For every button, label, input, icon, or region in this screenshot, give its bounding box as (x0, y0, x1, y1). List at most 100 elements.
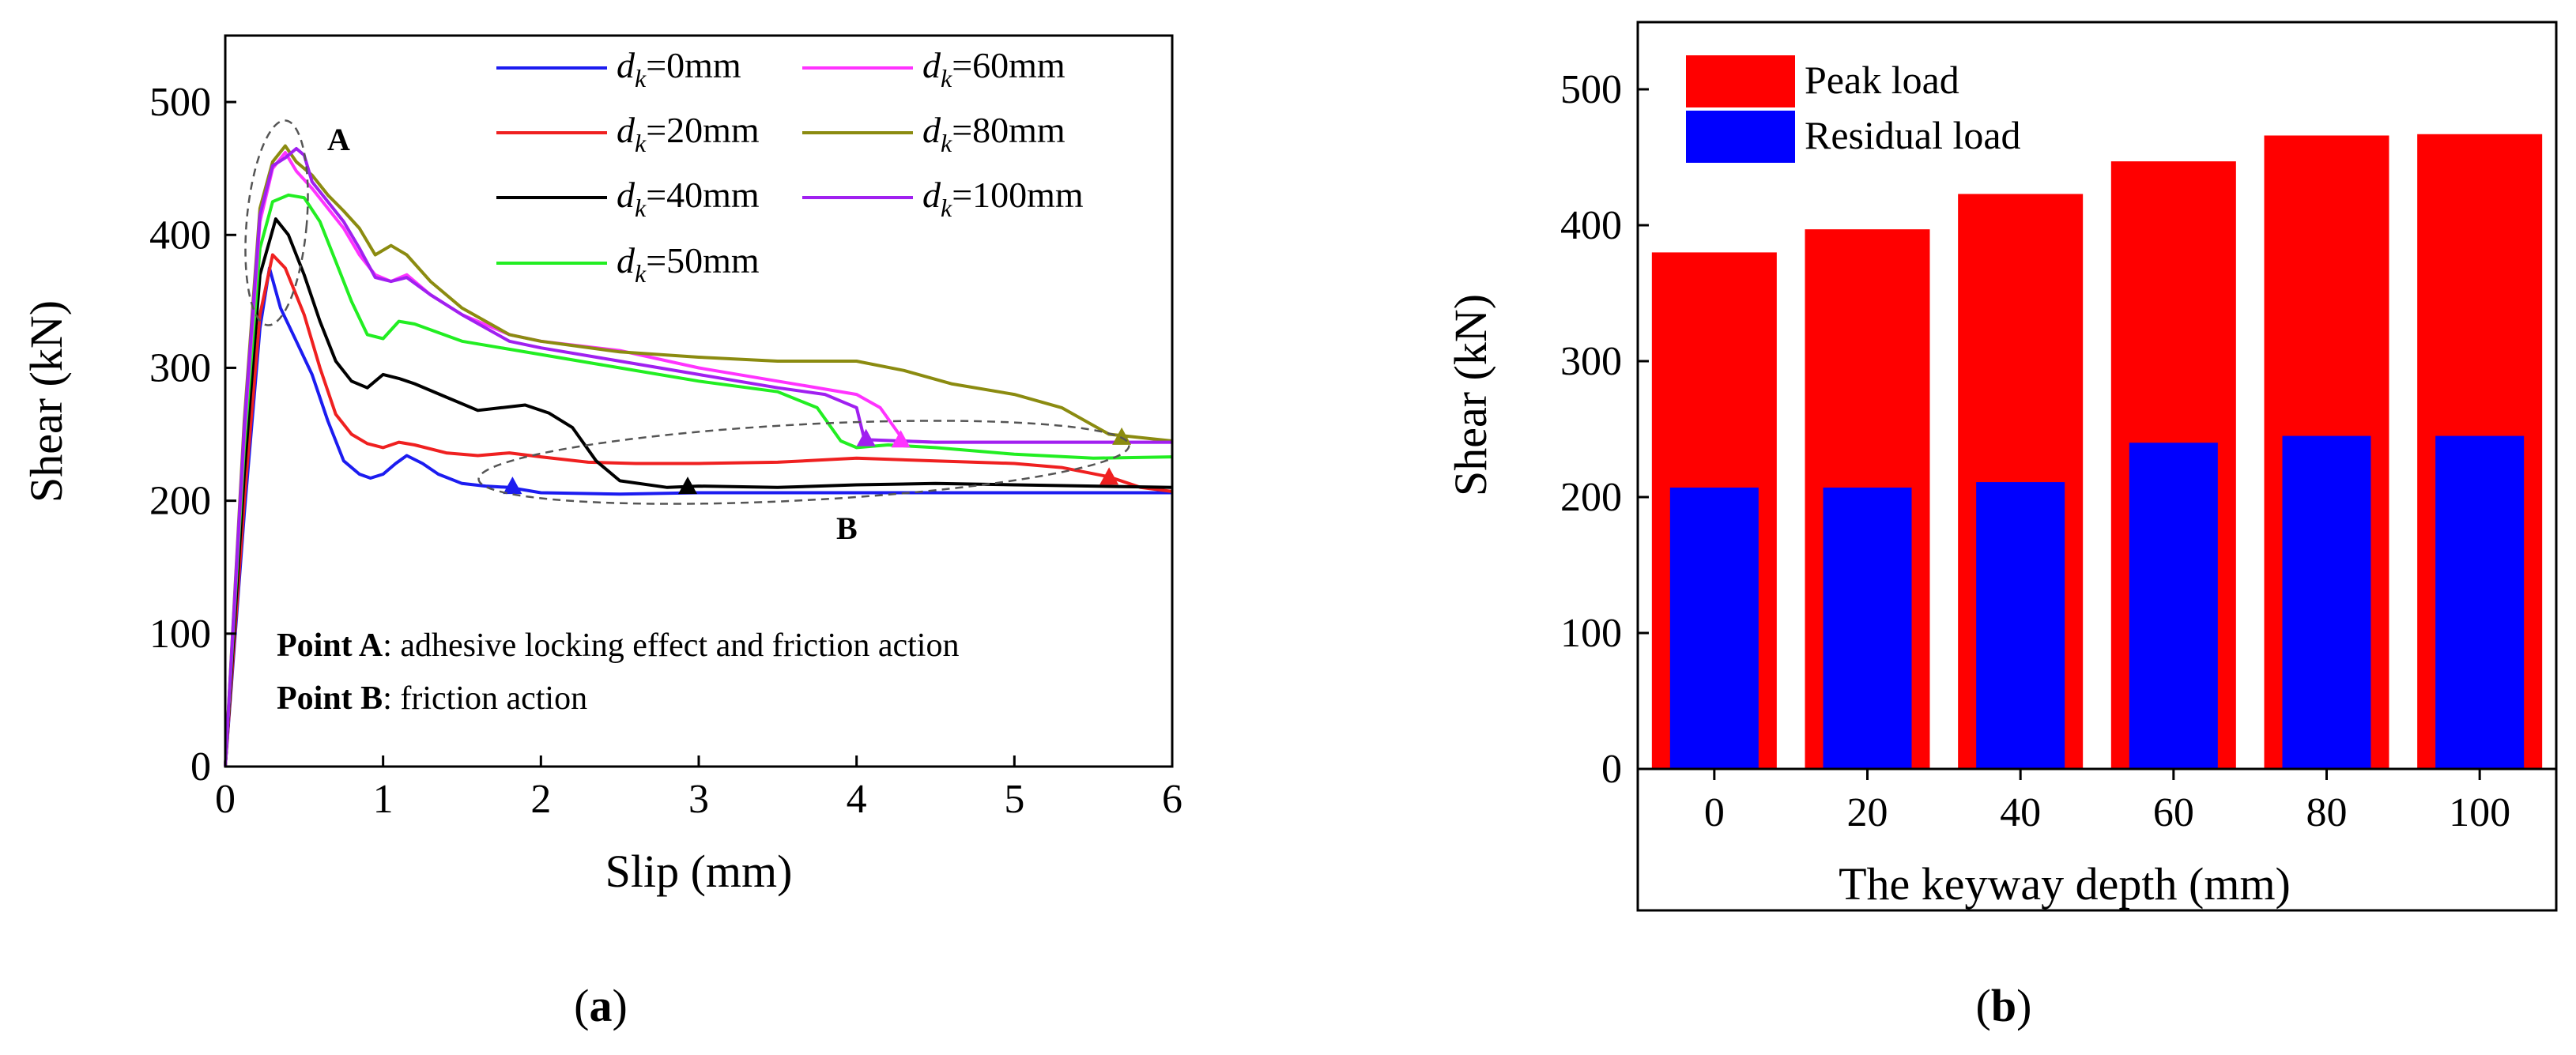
y-tick-label: 300 (149, 345, 211, 390)
y-tick-label: 0 (190, 744, 211, 789)
legend-swatch-peak (1686, 55, 1795, 107)
point-a-label: A (327, 122, 350, 157)
legend-subscript: k (635, 129, 647, 157)
legend-label-d80: dk=80mm (922, 110, 1065, 157)
point-a-ellipse (244, 119, 309, 326)
curve-d40 (224, 217, 1173, 767)
legend-value: =20mm (646, 110, 760, 150)
x-axis-title: The keyway depth (mm) (1839, 858, 2291, 910)
y-axis-title: Shear (kN) (1445, 294, 1496, 496)
legend-symbol: d (922, 45, 941, 85)
curve-d80 (224, 144, 1173, 767)
y-tick-label: 500 (1560, 67, 1622, 112)
curve-d50 (224, 193, 1173, 767)
curve-d20 (224, 253, 1173, 767)
y-axis-ticks: 0 100 200 300 400 500 (149, 80, 236, 789)
residual-bar-0 (1669, 487, 1759, 769)
x-tick-label: 80 (2306, 790, 2348, 835)
point-b-label: B (836, 511, 858, 546)
note-point-a: Point A: adhesive locking effect and fri… (277, 627, 959, 664)
y-tick-label: 200 (1560, 475, 1622, 520)
residual-bar-40 (1976, 482, 2065, 769)
note-point-a-text: : adhesive locking effect and friction a… (383, 627, 959, 664)
plot-b-frame (1636, 21, 2558, 912)
legend-value: =60mm (952, 45, 1065, 85)
x-tick-label: 2 (530, 777, 551, 822)
panel-b-bar-chart: 0 20 40 60 80 100 0 100 200 300 400 500 The keyway… (1445, 21, 2558, 1031)
marker-d0 (503, 477, 522, 495)
x-tick-label: 0 (1704, 790, 1725, 835)
x-axis-ticks: 0 20 40 60 80 100 (1704, 769, 2510, 835)
legend-value: =80mm (952, 110, 1065, 150)
legend-swatch-residual (1686, 111, 1795, 163)
legend-symbol: d (922, 175, 941, 215)
legend-label-d60: dk=60mm (922, 45, 1065, 92)
bars (1651, 134, 2543, 770)
x-tick-label: 20 (1847, 790, 1888, 835)
curve-d0 (224, 266, 1172, 767)
legend-label-d0: dk=0mm (617, 45, 741, 92)
legend: Peak load Residual load (1686, 55, 2021, 163)
y-tick-label: 200 (149, 479, 211, 524)
x-axis-title: Slip (mm) (605, 846, 793, 897)
x-tick-label: 4 (847, 777, 867, 822)
legend-subscript: k (635, 194, 647, 222)
marker-d40 (678, 477, 698, 495)
panel-b-letter: b (1991, 980, 2016, 1031)
legend-symbol: d (617, 110, 636, 150)
x-tick-label: 100 (2449, 790, 2510, 835)
curve-d100 (224, 147, 1172, 767)
legend-label-residual: Residual load (1805, 113, 2021, 157)
note-point-b: Point B: friction action (277, 680, 587, 717)
y-axis-ticks: 0 100 200 300 400 500 (1560, 67, 1649, 792)
y-tick-label: 0 (1601, 747, 1622, 792)
residual-bar-20 (1823, 487, 1912, 769)
legend-value: =100mm (952, 175, 1084, 215)
y-tick-label: 300 (1560, 339, 1622, 384)
marker-d20 (1099, 467, 1119, 485)
legend-subscript: k (941, 194, 952, 222)
x-tick-label: 60 (2153, 790, 2194, 835)
panel-a-caption: (a) (574, 980, 628, 1031)
x-tick-label: 0 (215, 777, 236, 822)
note-point-a-bold: Point A (277, 627, 383, 664)
y-tick-label: 500 (149, 80, 211, 125)
marker-d60 (891, 430, 911, 448)
legend-subscript: k (635, 64, 647, 92)
y-tick-label: 100 (149, 612, 211, 657)
panel-a-letter: a (590, 980, 613, 1031)
panel-b-caption: (b) (1976, 980, 2032, 1031)
x-tick-label: 40 (2000, 790, 2041, 835)
residual-bar-80 (2282, 435, 2371, 769)
legend-value: =50mm (646, 240, 760, 281)
legend-subscript: k (941, 129, 952, 157)
y-tick-label: 400 (1560, 203, 1622, 248)
legend-symbol: d (617, 240, 636, 281)
y-tick-label: 400 (149, 213, 211, 258)
x-tick-label: 1 (373, 777, 394, 822)
legend-subscript: k (635, 259, 647, 288)
legend: dk=0mmdk=20mmdk=40mmdk=50mmdk=60mmdk=80m… (496, 45, 1084, 288)
x-tick-label: 5 (1004, 777, 1024, 822)
point-b-ellipse (477, 420, 1130, 505)
residual-bar-60 (2129, 443, 2218, 769)
legend-label-d50: dk=50mm (617, 240, 760, 288)
panel-a-line-chart: A B 0 1 2 3 4 5 6 0 100 200 300 400 500 Slip (mm) S… (21, 34, 1182, 1031)
legend-symbol: d (617, 175, 636, 215)
note-point-b-bold: Point B (277, 680, 383, 717)
legend-label-d40: dk=40mm (617, 175, 760, 222)
legend-symbol: d (617, 45, 636, 85)
residual-bar-100 (2435, 435, 2525, 769)
legend-label-d100: dk=100mm (922, 175, 1084, 222)
x-tick-label: 6 (1162, 777, 1182, 822)
shear-slip-curves (224, 144, 1173, 767)
legend-value: =40mm (646, 175, 760, 215)
y-tick-label: 100 (1560, 611, 1622, 656)
x-tick-label: 3 (688, 777, 709, 822)
legend-label-d20: dk=20mm (617, 110, 760, 157)
note-point-b-text: : friction action (383, 680, 587, 717)
marker-d100 (856, 428, 876, 446)
x-axis-ticks: 0 1 2 3 4 5 6 (215, 755, 1182, 822)
legend-label-peak: Peak load (1805, 58, 1959, 102)
